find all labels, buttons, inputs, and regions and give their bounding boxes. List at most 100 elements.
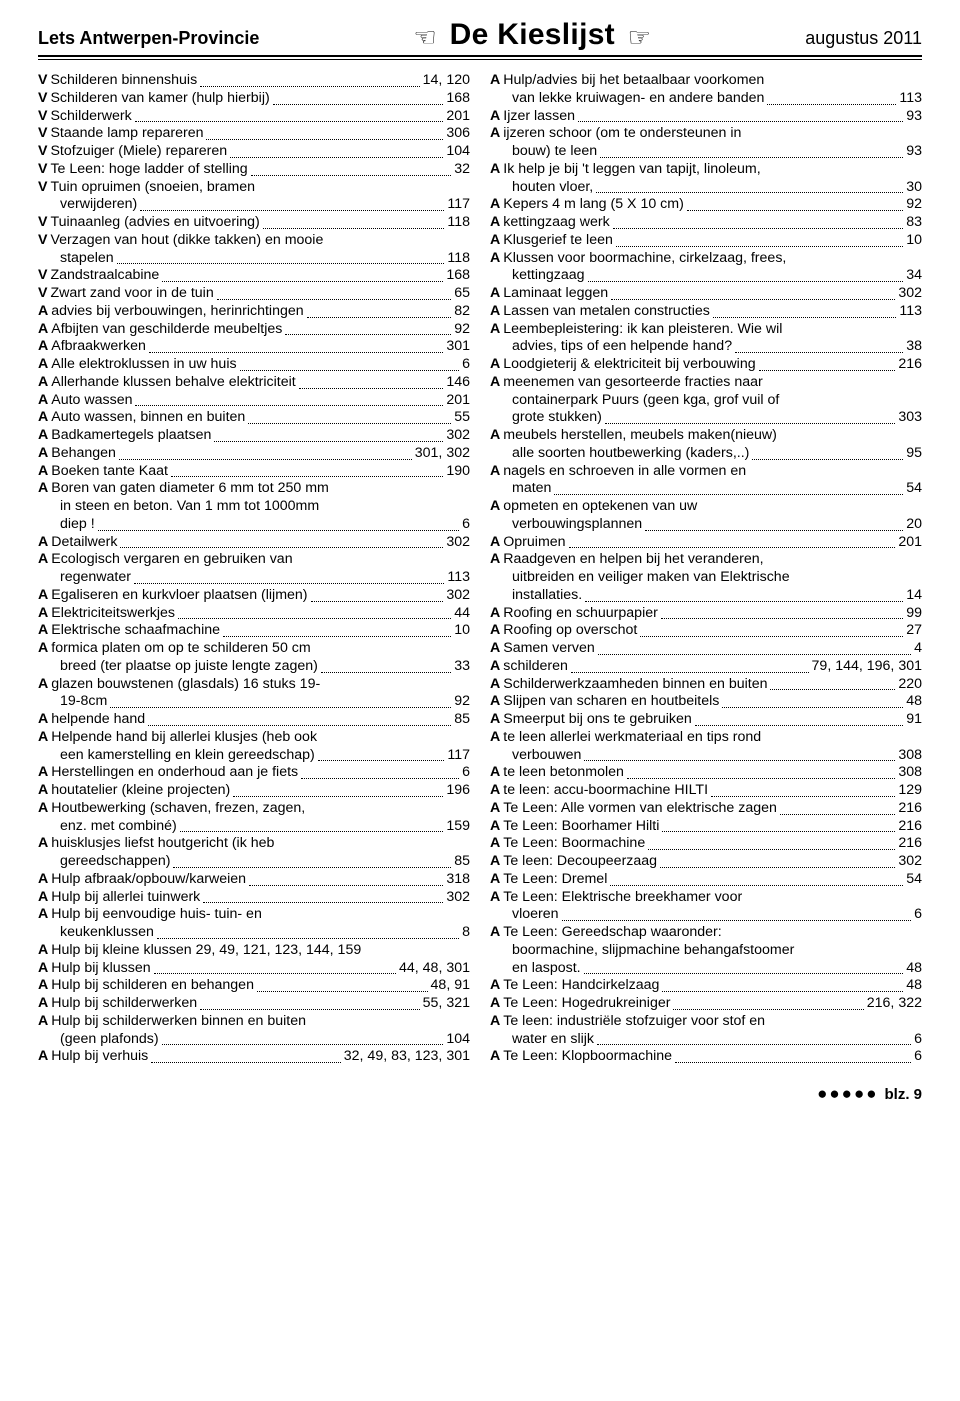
list-entry: AHulp bij schilderwerken55, 321: [38, 995, 470, 1013]
entry-text: Schilderwerk: [50, 108, 131, 126]
leader-dots: [301, 778, 459, 779]
list-entry-continuation: een kamerstelling en klein gereedschap)1…: [38, 747, 470, 765]
entry-prefix: A: [38, 889, 48, 907]
list-entry: ASlijpen van scharen en houtbeitels48: [490, 693, 922, 711]
entry-page: 301: [446, 338, 470, 356]
entry-prefix: A: [490, 605, 500, 623]
entry-text: helpende hand: [51, 711, 145, 729]
entry-page: 83: [906, 214, 922, 232]
entry-text: meenemen van gesorteerde fracties naar: [503, 374, 762, 392]
entry-page: 302: [898, 285, 922, 303]
entry-page: 113: [899, 90, 922, 108]
list-entry: ASchilderwerkzaamheden binnen en buiten2…: [490, 676, 922, 694]
entry-text: Leembepleistering: ik kan pleisteren. Wi…: [503, 321, 782, 339]
list-entry-continuation: boormachine, slijpmachine behangafstoome…: [490, 942, 922, 960]
list-entry: VTuinaanleg (advies en uitvoering)118: [38, 214, 470, 232]
entry-text: opmeten en optekenen van uw: [503, 498, 697, 516]
leader-dots: [569, 547, 896, 548]
entry-prefix: A: [38, 321, 48, 339]
entry-page: 308: [898, 764, 922, 782]
entry-page: 79, 144, 196, 301: [812, 658, 922, 676]
list-entry: ATe Leen: Boormachine216: [490, 835, 922, 853]
entry-prefix: A: [490, 711, 500, 729]
entry-text: Afbijten van geschilderde meubeltjes: [51, 321, 282, 339]
entry-text: regenwater: [60, 569, 131, 587]
list-entry: ARoofing op overschot27: [490, 622, 922, 640]
entry-text: Slijpen van scharen en houtbeitels: [503, 693, 719, 711]
entry-text: Boeken tante Kaat: [51, 463, 168, 481]
entry-text: Hulp/advies bij het betaalbaar voorkomen: [503, 72, 764, 90]
entry-prefix: A: [490, 108, 500, 126]
list-entry: VTuin opruimen (snoeien, bramen: [38, 179, 470, 197]
entry-prefix: A: [490, 427, 500, 445]
entry-prefix: V: [38, 285, 47, 303]
list-entry-continuation: keukenklussen8: [38, 924, 470, 942]
leader-dots: [318, 760, 445, 761]
entry-prefix: A: [38, 622, 48, 640]
entry-text: in steen en beton. Van 1 mm tot 1000mm: [60, 498, 319, 516]
entry-text: gereedschappen): [60, 853, 170, 871]
entry-page: 85: [454, 853, 470, 871]
list-entry: VZwart zand voor in de tuin65: [38, 285, 470, 303]
leader-dots: [711, 796, 895, 797]
list-entry: AHelpende hand bij allerlei klusjes (heb…: [38, 729, 470, 747]
entry-page: 82: [454, 303, 470, 321]
leader-dots: [273, 104, 444, 105]
entry-page: 146: [446, 374, 470, 392]
list-entry: ARaadgeven en helpen bij het veranderen,: [490, 551, 922, 569]
entry-page: 27: [906, 622, 922, 640]
entry-text: Loodgieterij & elektriciteit bij verbouw…: [503, 356, 755, 374]
leader-dots: [178, 618, 451, 619]
entry-page: 6: [462, 356, 470, 374]
entry-prefix: A: [490, 818, 500, 836]
list-entry: Aformica platen om op te schilderen 50 c…: [38, 640, 470, 658]
entry-prefix: A: [490, 321, 500, 339]
list-entry-continuation: maten54: [490, 480, 922, 498]
leader-dots: [585, 601, 903, 602]
leader-dots: [605, 423, 895, 424]
list-entry: VSchilderwerk201: [38, 108, 470, 126]
entry-prefix: A: [490, 693, 500, 711]
entry-text: Auto wassen, binnen en buiten: [51, 409, 245, 427]
leader-dots: [135, 405, 443, 406]
entry-page: 168: [446, 267, 470, 285]
entry-page: 4: [914, 640, 922, 658]
entry-text: Schilderwerkzaamheden binnen en buiten: [503, 676, 767, 694]
entry-prefix: A: [38, 640, 48, 658]
entry-prefix: V: [38, 267, 47, 285]
entry-prefix: V: [38, 179, 47, 197]
entry-page: 6: [914, 906, 922, 924]
footer: ●●●●● blz. 9: [38, 1084, 922, 1104]
list-entry: ATe Leen: Handcirkelzaag48: [490, 977, 922, 995]
entry-page: 168: [446, 90, 470, 108]
leader-dots: [98, 530, 459, 531]
right-column: AHulp/advies bij het betaalbaar voorkome…: [490, 72, 922, 1066]
entry-page: 14, 120: [423, 72, 470, 90]
entry-prefix: V: [38, 125, 47, 143]
entry-prefix: A: [490, 764, 500, 782]
header-publication: Lets Antwerpen-Provincie: [38, 28, 259, 49]
leader-dots: [613, 228, 904, 229]
entry-text: Te Leen: Boorhamer Hilti: [503, 818, 659, 836]
entry-text: Hulp bij schilderen en behangen: [51, 977, 254, 995]
entry-text: stapelen: [60, 250, 114, 268]
entry-prefix: A: [490, 782, 500, 800]
list-entry-continuation: enz. met combiné)159: [38, 818, 470, 836]
leader-dots: [180, 831, 444, 832]
entry-prefix: A: [490, 924, 500, 942]
list-entry: Ahelpende hand85: [38, 711, 470, 729]
entry-text: Kepers 4 m lang (5 X 10 cm): [503, 196, 684, 214]
list-entry: Ate leen betonmolen308: [490, 764, 922, 782]
entry-page: 159: [446, 818, 470, 836]
entry-text: Te Leen: hoge ladder of stelling: [50, 161, 247, 179]
leader-dots: [217, 299, 452, 300]
entry-page: 54: [906, 480, 922, 498]
footer-bullets-icon: ●●●●●: [817, 1084, 878, 1104]
list-entry: Ate leen allerlei werkmateriaal en tips …: [490, 729, 922, 747]
entry-prefix: A: [38, 445, 48, 463]
entry-text: Hulp bij verhuis: [51, 1048, 148, 1066]
entry-page: 34: [906, 267, 922, 285]
entry-prefix: V: [38, 143, 47, 161]
entry-text: Badkamertegels plaatsen: [51, 427, 211, 445]
entry-prefix: A: [38, 463, 48, 481]
